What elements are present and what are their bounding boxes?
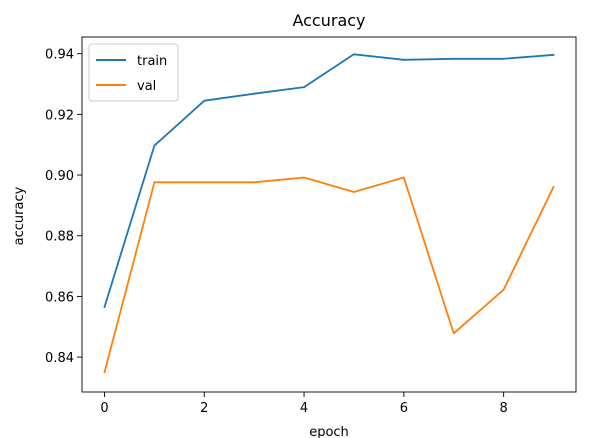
series-line-train xyxy=(103,53,555,309)
y-axis-label: accuracy xyxy=(12,186,27,245)
x-tick-label: 0 xyxy=(100,401,108,416)
y-tick-label: 0.94 xyxy=(45,48,74,63)
x-tick-label: 6 xyxy=(400,401,408,416)
plot-frame xyxy=(81,36,577,393)
y-tick-label: 0.84 xyxy=(45,351,74,366)
x-tick-label: 2 xyxy=(200,401,208,416)
y-tick-label: 0.90 xyxy=(45,169,74,184)
y-tick-label: 0.92 xyxy=(45,108,74,123)
legend-label-val: val xyxy=(137,79,156,94)
legend: train val xyxy=(88,43,179,102)
chart-title: Accuracy xyxy=(292,11,365,30)
y-tick-label: 0.86 xyxy=(45,290,74,305)
x-axis-label: epoch xyxy=(309,425,349,438)
y-tick-label: 0.88 xyxy=(45,230,74,245)
plot-marks: 0.84 0.86 0.88 0.90 0.92 0.94 0 2 4 6 8 xyxy=(45,48,555,416)
x-tick-label: 8 xyxy=(500,401,508,416)
series-line-val xyxy=(103,176,555,374)
x-tick-label: 4 xyxy=(300,401,308,416)
legend-box xyxy=(88,43,179,102)
legend-label-train: train xyxy=(137,54,167,69)
